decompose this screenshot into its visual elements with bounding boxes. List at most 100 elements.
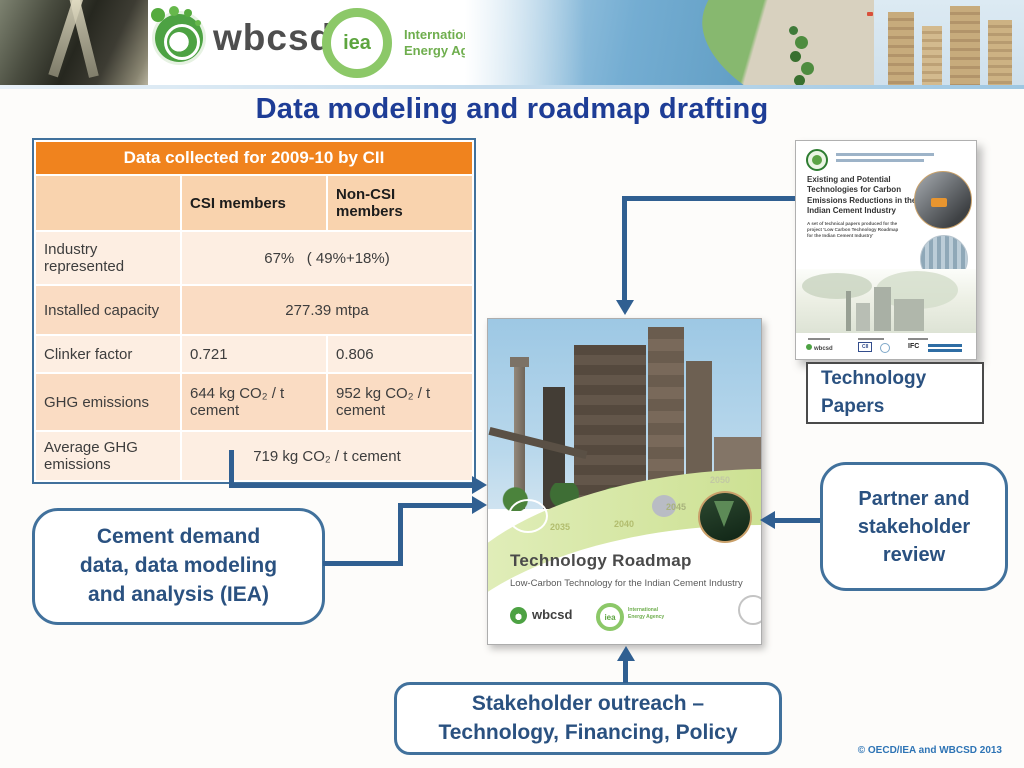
fine-print-line bbox=[858, 338, 884, 340]
chimney-shape bbox=[510, 357, 529, 509]
arrow-segment bbox=[774, 518, 820, 523]
quarry-photo-circle bbox=[914, 171, 972, 229]
label-line: Papers bbox=[821, 396, 885, 417]
roadmap-subtitle: Low-Carbon Technology for the Indian Cem… bbox=[510, 578, 743, 589]
fine-print-line bbox=[836, 153, 934, 156]
table-row: Industry represented 67% ( 49%+18%) bbox=[34, 230, 474, 286]
arrowhead-left-icon bbox=[760, 511, 775, 529]
coastline-photo bbox=[465, 0, 1024, 86]
wbcsd-gear-icon bbox=[151, 8, 203, 62]
arrowhead-right-icon bbox=[472, 476, 487, 494]
table-corner-cell bbox=[34, 174, 182, 232]
fine-print-line bbox=[908, 338, 928, 340]
label-line: Cement demand bbox=[96, 525, 261, 549]
arrow-segment bbox=[229, 450, 234, 486]
stakeholder-outreach-box: Stakeholder outreach – Technology, Finan… bbox=[394, 682, 782, 755]
conveyor-shape bbox=[488, 427, 588, 459]
cement-demand-box: Cement demand data, data modeling and an… bbox=[32, 508, 325, 625]
partner-review-box: Partner and stakeholder review bbox=[820, 462, 1008, 591]
arrow-segment bbox=[398, 503, 472, 508]
building-shape bbox=[894, 299, 924, 331]
row-label: Clinker factor bbox=[34, 334, 182, 374]
cii-mini-logo: CII bbox=[858, 342, 873, 352]
arrowhead-right-icon bbox=[472, 496, 487, 514]
iea-name-line: International bbox=[628, 607, 659, 613]
label-line: and analysis (IEA) bbox=[88, 582, 269, 606]
arrowhead-down-icon bbox=[616, 300, 634, 315]
column-header-non-csi: Non-CSI members bbox=[326, 174, 474, 232]
plant-illustration bbox=[796, 269, 976, 333]
row-value-csi: 0.721 bbox=[180, 334, 328, 374]
label-line: stakeholder bbox=[857, 515, 971, 538]
row-label: Industry represented bbox=[34, 230, 182, 286]
building-photo bbox=[0, 0, 148, 86]
palm-trees bbox=[789, 26, 799, 35]
table-row: Average GHG emissions 719 kg CO₂ / t cem… bbox=[34, 430, 474, 482]
arrow-segment bbox=[622, 196, 627, 300]
row-label: Average GHG emissions bbox=[34, 430, 182, 482]
timeline-circle-photo bbox=[698, 491, 752, 543]
wbcsd-mini-logo: wbcsd bbox=[806, 344, 833, 352]
arrow-segment bbox=[229, 483, 473, 488]
roadmap-logos: wbcsd iea International Energy Agency bbox=[510, 601, 750, 635]
row-value-non-csi: 0.806 bbox=[326, 334, 474, 374]
row-label: Installed capacity bbox=[34, 284, 182, 336]
iea-mini-logo: iea bbox=[604, 612, 616, 622]
plant-tower bbox=[922, 26, 942, 86]
table-title: Data collected for 2009-10 by CII bbox=[34, 140, 474, 176]
label-line: data, data modeling bbox=[79, 554, 278, 578]
iea-logo-text: iea bbox=[343, 31, 371, 54]
technology-roadmap-cover-image: 2035 2040 2045 2050 Technology Roadmap L… bbox=[487, 318, 762, 645]
label-line: Partner and bbox=[858, 487, 970, 510]
column-header-csi: CSI members bbox=[180, 174, 328, 232]
cii-data-table: Data collected for 2009-10 by CII CSI me… bbox=[32, 138, 476, 484]
roadmap-title: Technology Roadmap bbox=[510, 551, 692, 570]
iea-name-line: Energy Agency bbox=[628, 613, 665, 620]
row-value: 67% ( 49%+18%) bbox=[180, 230, 474, 286]
table-row: Clinker factor 0.721 0.806 bbox=[34, 334, 474, 374]
page-title: Data modeling and roadmap drafting bbox=[255, 93, 769, 125]
plant-tower bbox=[950, 6, 980, 86]
decor-circle-outline bbox=[738, 595, 761, 625]
arrow-segment bbox=[623, 659, 628, 683]
wbcsd-logo-text: wbcsd bbox=[213, 17, 334, 58]
table-row: Installed capacity 277.39 mtpa bbox=[34, 284, 474, 336]
fine-print-line bbox=[808, 338, 830, 340]
unido-mini-icon bbox=[880, 343, 890, 353]
plant-tower bbox=[888, 12, 914, 86]
timeline-year: 2050 bbox=[710, 475, 731, 485]
ifc-mini-logo: IFC bbox=[908, 343, 920, 350]
copyright-text: © OECD/IEA and WBCSD 2013 bbox=[857, 745, 1002, 756]
table-row: GHG emissions 644 kg CO₂ / t cement 952 … bbox=[34, 372, 474, 432]
traffic-dots bbox=[867, 12, 874, 16]
row-value-non-csi: 952 kg CO₂ / t cement bbox=[326, 372, 474, 432]
technology-papers-cover-image: Existing and Potential Technologies for … bbox=[795, 140, 977, 360]
paper-cover-logos: wbcsd CII IFC bbox=[796, 342, 976, 356]
row-value: 719 kg CO₂ / t cement bbox=[180, 430, 474, 482]
arrowhead-up-icon bbox=[617, 646, 635, 661]
timeline-year: 2040 bbox=[614, 519, 635, 529]
timeline-circle-gray bbox=[652, 495, 676, 517]
label-line: Stakeholder outreach – bbox=[471, 692, 705, 716]
wbcsd-logo: wbcsd bbox=[151, 8, 334, 62]
timeline-year: 2035 bbox=[550, 522, 571, 532]
photo-fade bbox=[465, 0, 585, 86]
label-line: Technology, Financing, Policy bbox=[438, 720, 738, 744]
chimney-shape bbox=[846, 291, 851, 331]
timeline-year: 2045 bbox=[666, 502, 687, 512]
csi-logo-icon bbox=[806, 149, 828, 171]
building-shape bbox=[874, 287, 891, 331]
header-banner: wbcsd iea International Energy Agency bbox=[0, 0, 1024, 89]
iea-circle-icon: iea bbox=[596, 603, 624, 631]
arrow-segment bbox=[323, 561, 403, 566]
label-line: Technology bbox=[821, 368, 927, 390]
row-value: 277.39 mtpa bbox=[180, 284, 474, 336]
paper-cover-subtitle: A set of technical papers produced for t… bbox=[807, 221, 899, 239]
iea-agency-name: International Energy Agency bbox=[628, 607, 664, 620]
photo-highlight bbox=[67, 0, 99, 78]
row-label: GHG emissions bbox=[34, 372, 182, 432]
fine-print-line bbox=[836, 159, 924, 162]
timeline-circle-outline bbox=[508, 499, 548, 533]
ifc-text-lines bbox=[928, 344, 962, 347]
technology-papers-label-box: Technology Papers bbox=[806, 362, 984, 424]
